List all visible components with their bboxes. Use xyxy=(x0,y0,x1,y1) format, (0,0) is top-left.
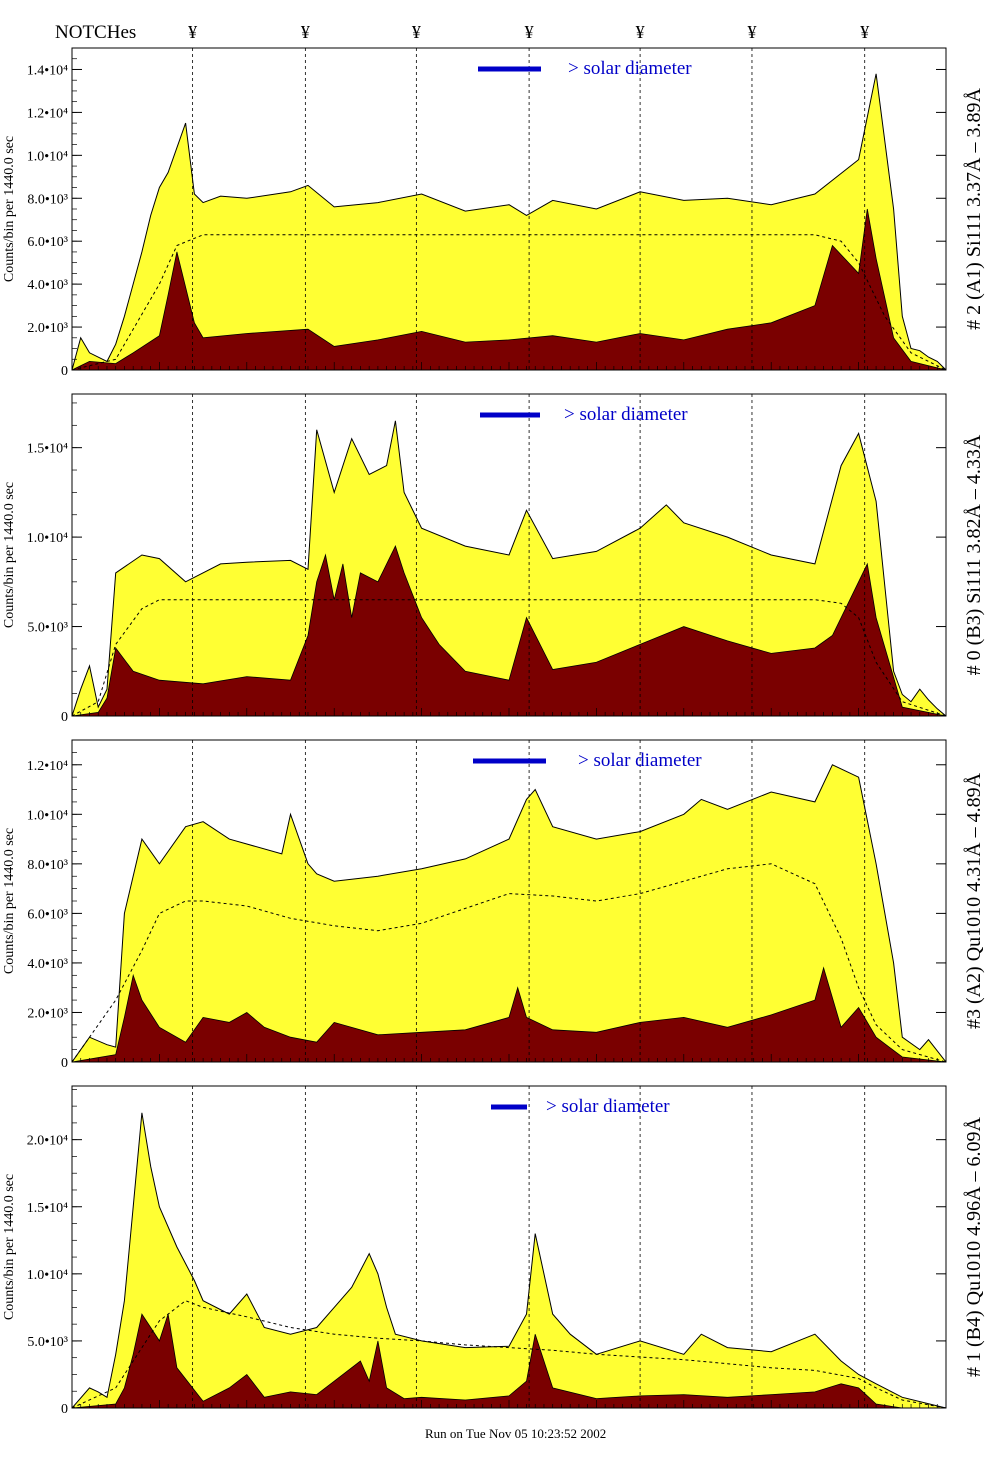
panel-b4-qu1010: 0 5.0•10³ 1.0•10⁴ 1.5•10⁴ 2.0•10⁴ Counts/bin … xyxy=(2,1085,985,1417)
legend-label: > solar diameter xyxy=(546,1096,670,1117)
panel-a2-qu1010: 0 2.0•10³ 4.0•10³ 6.0•10³ 8.0•10³ 1.0•10⁴ 1.2•… xyxy=(2,739,985,1071)
y-axis-label: Counts/bin per 1440.0 sec xyxy=(2,136,17,282)
y-axis-label: Counts/bin per 1440.0 sec xyxy=(2,482,17,628)
notch-marker-3: ¥ xyxy=(412,22,421,42)
panel-title: # 1 (B4) Qu1010 4.96Å – 6.09Å xyxy=(963,1116,985,1377)
panel-b3-si111: 0 5.0•10³ 1.0•10⁴ 1.5•10⁴ Counts/bin per 144… xyxy=(2,393,985,725)
y-tick-label: 0 xyxy=(61,1402,68,1417)
y-tick-label: 6.0•10³ xyxy=(27,235,68,250)
y-axis-label: Counts/bin per 1440.0 sec xyxy=(2,828,17,974)
y-tick-label: 1.0•10⁴ xyxy=(27,808,68,823)
series-total-counts xyxy=(72,764,946,1062)
y-tick-label: 4.0•10³ xyxy=(27,957,68,972)
y-tick-label: 0 xyxy=(61,364,68,379)
y-tick-label: 1.2•10⁴ xyxy=(27,106,68,121)
y-tick-label: 0 xyxy=(61,710,68,725)
y-tick-label: 0 xyxy=(61,1056,68,1071)
y-tick-label: 1.0•10⁴ xyxy=(27,149,68,164)
plot-area xyxy=(72,740,946,1062)
panel-title: #3 (A2) Qu1010 4.31Å – 4.89Å xyxy=(963,772,985,1029)
series-model-curve xyxy=(72,599,946,716)
legend-label: > solar diameter xyxy=(568,58,692,79)
y-tick-label: 4.0•10³ xyxy=(27,278,68,293)
notches-label: NOTCHes xyxy=(55,22,136,43)
y-axis-label: Counts/bin per 1440.0 sec xyxy=(2,1174,17,1320)
y-tick-label: 2.0•10⁴ xyxy=(27,1134,68,1149)
series-line-counts xyxy=(72,208,946,370)
legend-label: > solar diameter xyxy=(564,404,688,425)
plot-area xyxy=(72,394,946,716)
y-tick-label: 1.5•10⁴ xyxy=(27,1201,68,1216)
series-line-counts xyxy=(72,966,946,1062)
y-tick-label: 2.0•10³ xyxy=(27,1006,68,1021)
series-line-counts xyxy=(72,1313,946,1408)
y-tick-label: 8.0•10³ xyxy=(27,858,68,873)
plot-area xyxy=(72,48,946,370)
notch-marker-1: ¥ xyxy=(188,22,197,42)
run-timestamp: Run on Tue Nov 05 10:23:52 2002 xyxy=(425,1426,606,1441)
legend-label: > solar diameter xyxy=(578,750,702,771)
y-tick-label: 5.0•10³ xyxy=(27,1335,68,1350)
panel-a1-si111: 0 2.0•10³ 4.0•10³ 6.0•10³ 8.0•10³ 1.0•10⁴ 1.2•… xyxy=(2,47,985,379)
panel-title: # 0 (B3) Si111 3.82Å – 4.33Å xyxy=(963,434,985,675)
y-tick-label: 1.0•10⁴ xyxy=(27,531,68,546)
y-tick-label: 2.0•10³ xyxy=(27,321,68,336)
panel-title: # 2 (A1) Si111 3.37Å – 3.89Å xyxy=(963,88,985,330)
notch-marker-4: ¥ xyxy=(525,22,534,42)
notch-marker-2: ¥ xyxy=(301,22,310,42)
notch-marker-6: ¥ xyxy=(747,22,756,42)
y-tick-label: 1.2•10⁴ xyxy=(27,759,68,774)
series-model-curve xyxy=(72,234,946,370)
plot-area xyxy=(72,1086,946,1408)
y-tick-label: 8.0•10³ xyxy=(27,192,68,207)
y-tick-label: 1.5•10⁴ xyxy=(27,442,68,457)
notch-markers: ¥ ¥ ¥ ¥ ¥ ¥ ¥ xyxy=(188,22,869,42)
y-tick-label: 1.0•10⁴ xyxy=(27,1268,68,1283)
y-tick-label: 1.4•10⁴ xyxy=(27,63,68,78)
y-tick-label: 6.0•10³ xyxy=(27,907,68,922)
series-line-counts xyxy=(72,545,946,716)
notch-marker-7: ¥ xyxy=(860,22,869,42)
series-total-counts xyxy=(72,1112,946,1408)
series-total-counts xyxy=(72,73,946,370)
notch-marker-5: ¥ xyxy=(636,22,645,42)
y-tick-label: 5.0•10³ xyxy=(27,621,68,636)
